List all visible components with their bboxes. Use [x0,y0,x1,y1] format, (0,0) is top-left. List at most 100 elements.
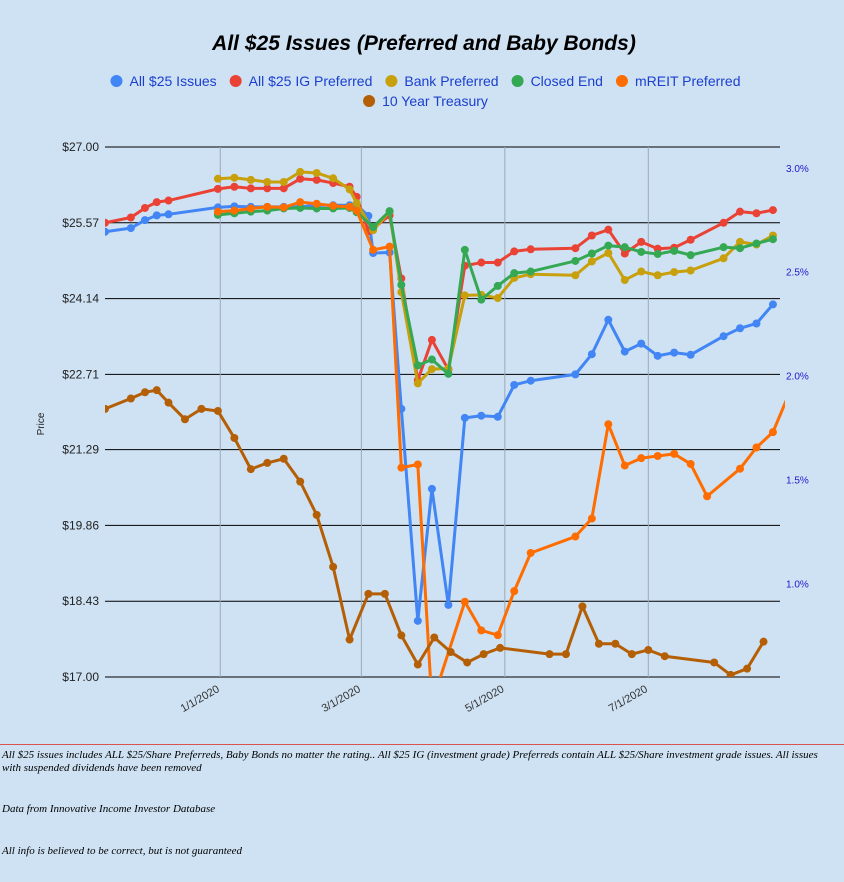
data-point [444,369,453,378]
legend-swatch [110,75,123,87]
data-point [345,202,354,211]
data-point [296,203,305,212]
data-point [105,404,109,413]
data-point [477,411,486,420]
x-tick-label: 1/1/2020 [179,683,222,715]
chart-title: All $25 Issues (Preferred and Baby Bonds… [211,32,636,55]
data-point [296,198,305,207]
y-tick-label: $27.00 [62,140,99,154]
data-point [637,247,646,256]
data-point [604,241,613,250]
data-point [571,244,580,253]
data-point [385,207,394,216]
data-point [759,637,768,646]
data-point [180,415,189,424]
legend-item: Closed End [511,73,603,89]
legend-item: All $25 IG Preferred [229,73,372,89]
data-point [213,174,222,183]
data-point [578,602,587,611]
data-point [752,209,761,218]
grid-lines [105,146,780,678]
data-point [736,244,745,253]
data-point [510,380,519,389]
data-point [427,355,436,364]
data-point [279,203,288,212]
data-point [140,216,149,225]
data-point [296,174,305,183]
data-point [427,365,436,374]
data-point [246,184,255,193]
footnote-source: Data from Innovative Income Investor Dat… [2,803,216,815]
x-axis-ticks: 1/1/2020 3/1/2020 5/1/2020 7/1/2020 [179,683,650,715]
data-point [164,210,173,219]
x-tick-label: 7/1/2020 [607,683,650,715]
data-point [670,348,679,357]
data-point [653,250,662,259]
data-point [510,269,519,278]
series-line [105,388,765,677]
data-point [644,645,653,654]
data-point [611,639,620,648]
data-point [369,245,378,254]
legend-item: Bank Preferred [385,73,499,89]
data-point [477,626,486,635]
data-point [587,257,596,266]
data-point [653,271,662,280]
data-point [660,652,669,661]
y2-tick-label: 2.0% [786,372,809,383]
footnotes: All $25 issues includes ALL $25/Share Pr… [0,744,844,882]
data-point [785,389,793,397]
data-point [736,464,745,473]
data-point [279,454,288,463]
data-point [444,600,453,609]
data-point [152,211,161,220]
data-point [463,658,472,667]
data-point [686,266,695,275]
data-point [752,319,761,328]
series-line [217,200,785,677]
data-point [246,204,255,213]
data-point [312,199,321,208]
y-tick-label: $24.14 [62,292,99,306]
data-point [413,361,422,370]
data-point [571,532,580,541]
data-point [397,280,406,289]
data-point [105,218,109,227]
data-point [686,350,695,359]
data-point [413,379,422,388]
data-point [637,454,646,463]
y-tick-label: $19.86 [62,518,99,532]
data-point [736,324,745,333]
data-point [726,670,735,677]
y-tick-label: $22.71 [62,367,99,381]
data-point [312,175,321,184]
data-point [493,294,502,303]
legend-item: All $25 Issues [110,73,217,89]
data-point [296,167,305,176]
data-point [620,249,629,258]
y2-tick-label: 2.5% [786,268,809,279]
legend-label: Bank Preferred [404,73,498,89]
legend-swatch [363,95,376,107]
data-point [477,258,486,267]
data-point [526,267,535,276]
legend-label: 10 Year Treasury [382,93,488,109]
data-point [213,184,222,193]
data-point [620,461,629,470]
data-point [719,218,728,227]
data-point [213,406,222,415]
series-line [217,206,774,376]
data-point [637,237,646,246]
y-tick-label: $25.57 [62,216,99,230]
data-point [768,235,777,244]
data-point [493,412,502,421]
data-point [312,510,321,519]
y-tick-label: $21.29 [62,443,99,457]
data-point [477,295,486,304]
data-point [587,231,596,240]
data-point [571,271,580,280]
data-point [296,477,305,486]
data-point [246,465,255,474]
data-point [719,332,728,341]
data-point [164,398,173,407]
